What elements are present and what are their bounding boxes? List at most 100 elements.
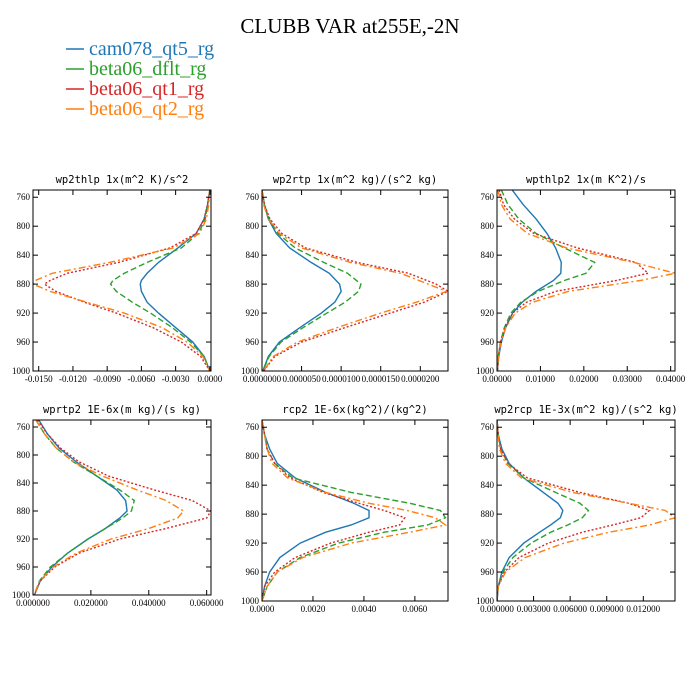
legend-label: beta06_qt2_rg bbox=[89, 98, 204, 120]
y-tick-label: 760 bbox=[17, 192, 31, 202]
x-tick-label: 0.03000 bbox=[613, 374, 643, 384]
series-line-cam078_qt5_rg bbox=[262, 190, 342, 371]
x-tick-label: 0.012000 bbox=[626, 604, 660, 614]
panel-3: wpthlp2 1x(m K^2)/s 760 800 840 880 920 960 100… bbox=[476, 174, 686, 384]
panel-5: rcp2 1E-6x(kg^2)/(kg^2) 760 800 840 880 920 96… bbox=[241, 404, 449, 614]
panel-2: wp2rtp 1x(m^2 kg)/(s^2 kg) 760 800 840 880 92… bbox=[241, 174, 449, 384]
x-tick-label: 0.003000 bbox=[517, 604, 551, 614]
series-line-beta06_qt2_rg bbox=[497, 190, 675, 371]
plot-frame bbox=[261, 189, 449, 372]
series-line-beta06_dflt_rg bbox=[33, 420, 136, 595]
y-tick-label: 840 bbox=[481, 250, 495, 260]
plot-frame bbox=[32, 419, 212, 596]
x-tick-label: 0.01000 bbox=[526, 374, 556, 384]
y-tick-label: 760 bbox=[246, 192, 260, 202]
series-line-beta06_qt2_rg bbox=[262, 190, 448, 371]
series-line-beta06_qt1_rg bbox=[497, 420, 651, 601]
panel-title: rcp2 1E-6x(kg^2)/(kg^2) bbox=[282, 404, 427, 416]
series-line-cam078_qt5_rg bbox=[33, 420, 128, 595]
plot-frame bbox=[496, 419, 676, 602]
series-line-beta06_dflt_rg bbox=[497, 420, 590, 601]
series-line-beta06_qt2_rg bbox=[497, 420, 675, 601]
x-tick-label: -0.0060 bbox=[128, 374, 156, 384]
y-tick-label: 880 bbox=[246, 279, 260, 289]
y-tick-label: 840 bbox=[481, 480, 495, 490]
series-line-beta06_dflt_rg bbox=[262, 190, 362, 371]
y-tick-label: 960 bbox=[481, 567, 495, 577]
y-tick-label: 1000 bbox=[241, 366, 260, 376]
y-tick-label: 760 bbox=[481, 422, 495, 432]
legend-label: cam078_qt5_rg bbox=[89, 38, 214, 60]
x-tick-label: 0.0000200 bbox=[401, 374, 440, 384]
x-tick-label: 0.009000 bbox=[590, 604, 624, 614]
x-tick-label: -0.0030 bbox=[162, 374, 190, 384]
series-line-cam078_qt5_rg bbox=[497, 420, 564, 601]
panel-title: wp2thlp 1x(m^2 K)/s^2 bbox=[56, 174, 189, 186]
legend-label: beta06_qt1_rg bbox=[89, 78, 204, 100]
x-tick-label: 0.0000050 bbox=[282, 374, 321, 384]
y-tick-label: 800 bbox=[481, 221, 495, 231]
y-tick-label: 920 bbox=[246, 308, 260, 318]
y-tick-label: 920 bbox=[481, 538, 495, 548]
x-tick-label: 0.0000 bbox=[250, 604, 275, 614]
y-tick-label: 760 bbox=[17, 422, 31, 432]
y-tick-label: 920 bbox=[17, 308, 31, 318]
y-tick-label: 880 bbox=[17, 279, 31, 289]
series-line-beta06_qt1_rg bbox=[497, 190, 650, 371]
figure-title: CLUBB VAR at255E,-2N bbox=[240, 14, 459, 38]
x-tick-label: 0.0000 bbox=[197, 374, 222, 384]
panel-title: wp2rtp 1x(m^2 kg)/(s^2 kg) bbox=[273, 174, 437, 186]
series-line-beta06_qt2_rg bbox=[33, 190, 211, 371]
y-tick-label: 1000 bbox=[12, 590, 31, 600]
y-tick-label: 880 bbox=[481, 279, 495, 289]
series-line-cam078_qt5_rg bbox=[139, 190, 211, 371]
x-tick-label: 0.0000150 bbox=[362, 374, 401, 384]
series-line-beta06_qt1_rg bbox=[262, 190, 448, 371]
legend-label: beta06_dflt_rg bbox=[89, 58, 206, 80]
panel-1: wp2thlp 1x(m^2 K)/s^2 760 800 840 880 920 960 1… bbox=[12, 174, 223, 384]
x-tick-label: -0.0150 bbox=[25, 374, 53, 384]
series-line-cam078_qt5_rg bbox=[262, 420, 370, 601]
plot-frame bbox=[496, 189, 676, 372]
plot-frame bbox=[261, 419, 449, 602]
x-tick-label: 0.0020 bbox=[301, 604, 326, 614]
panel-title: wp2rcp 1E-3x(m^2 kg)/(s^2 kg) bbox=[494, 404, 677, 416]
y-tick-label: 840 bbox=[17, 478, 31, 488]
y-tick-label: 960 bbox=[17, 562, 31, 572]
y-tick-label: 880 bbox=[17, 506, 31, 516]
y-tick-label: 800 bbox=[246, 451, 260, 461]
panel-title: wprtp2 1E-6x(m kg)/(s kg) bbox=[43, 404, 201, 416]
y-tick-label: 960 bbox=[246, 337, 260, 347]
series-line-cam078_qt5_rg bbox=[497, 190, 562, 371]
y-tick-label: 1000 bbox=[241, 596, 260, 606]
y-tick-label: 840 bbox=[246, 480, 260, 490]
x-tick-label: 0.0000100 bbox=[322, 374, 361, 384]
x-tick-label: 0.0060 bbox=[403, 604, 428, 614]
series-line-beta06_qt1_rg bbox=[262, 420, 406, 601]
y-tick-label: 960 bbox=[17, 337, 31, 347]
y-tick-label: 920 bbox=[481, 308, 495, 318]
panel-6: wp2rcp 1E-3x(m^2 kg)/(s^2 kg) 760 800 840 88… bbox=[476, 404, 678, 614]
panels-grid: wp2thlp 1x(m^2 K)/s^2 760 800 840 880 920 960 1… bbox=[12, 174, 686, 614]
series-line-beta06_qt1_rg bbox=[43, 190, 211, 371]
plot-frame bbox=[32, 189, 212, 372]
series-line-beta06_qt2_rg bbox=[33, 420, 185, 595]
y-tick-label: 960 bbox=[481, 337, 495, 347]
series-line-beta06_dflt_rg bbox=[262, 420, 447, 601]
series-line-beta06_qt1_rg bbox=[33, 420, 211, 595]
x-tick-label: 0.0040 bbox=[352, 604, 377, 614]
y-tick-label: 1000 bbox=[476, 366, 495, 376]
series-line-beta06_dflt_rg bbox=[497, 190, 596, 371]
y-tick-label: 800 bbox=[17, 221, 31, 231]
y-tick-label: 800 bbox=[17, 450, 31, 460]
y-tick-label: 960 bbox=[246, 567, 260, 577]
y-tick-label: 1000 bbox=[476, 596, 495, 606]
panel-title: wpthlp2 1x(m K^2)/s bbox=[526, 174, 646, 186]
series-line-beta06_dflt_rg bbox=[109, 190, 211, 371]
y-tick-label: 920 bbox=[17, 534, 31, 544]
y-tick-label: 880 bbox=[246, 509, 260, 519]
x-tick-label: 0.02000 bbox=[569, 374, 599, 384]
legend: cam078_qt5_rgbeta06_dflt_rgbeta06_qt1_rg… bbox=[66, 38, 214, 120]
y-tick-label: 840 bbox=[17, 250, 31, 260]
